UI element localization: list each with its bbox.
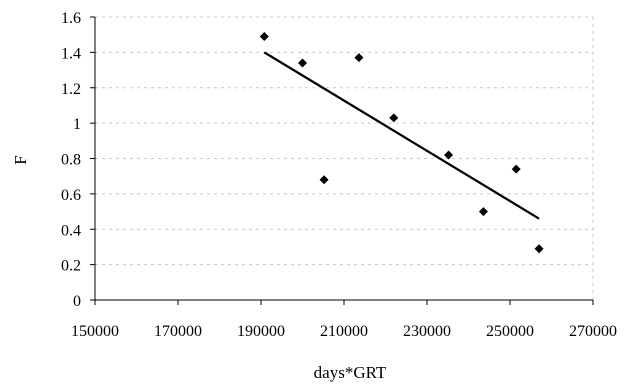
y-tick-label: 0.2	[61, 258, 81, 275]
x-tick-label: 210000	[320, 323, 368, 340]
y-tick-label: 0.6	[61, 187, 81, 204]
x-tick-label: 250000	[486, 323, 534, 340]
data-point	[298, 58, 307, 68]
x-tick-label: 190000	[237, 323, 285, 340]
data-point	[389, 113, 399, 123]
gridlines	[95, 16, 594, 300]
x-tick-label: 270000	[569, 323, 617, 340]
data-point	[259, 31, 269, 41]
data-point	[478, 207, 488, 217]
y-tick-label: 1.2	[61, 81, 81, 98]
y-tick-label: 1.4	[61, 45, 81, 62]
data-point	[444, 150, 454, 160]
data-point	[511, 164, 521, 174]
y-tick-label: 1.6	[61, 10, 81, 27]
x-tick-label: 150000	[71, 323, 119, 340]
data-point	[354, 53, 364, 63]
data-point	[534, 244, 544, 254]
y-axis-ticks: 0 0.2 0.4 0.6 0.8 1 1.2 1.4 1.6	[61, 10, 95, 310]
axes	[94, 17, 593, 301]
x-tick-label: 230000	[403, 323, 451, 340]
data-points	[259, 31, 544, 254]
trendline	[263, 51, 540, 220]
x-axis-ticks: 150000 170000 190000 210000 230000 250000 2700…	[71, 300, 617, 340]
y-axis-title: F	[11, 155, 30, 164]
data-point	[319, 175, 329, 185]
y-tick-label: 0	[73, 293, 81, 310]
y-tick-label: 0.8	[61, 152, 81, 169]
x-axis-title: days*GRT	[314, 363, 387, 382]
x-tick-label: 170000	[154, 323, 202, 340]
y-tick-label: 0.4	[61, 222, 81, 239]
trendline-group	[263, 51, 540, 220]
y-tick-label: 1	[73, 116, 81, 133]
